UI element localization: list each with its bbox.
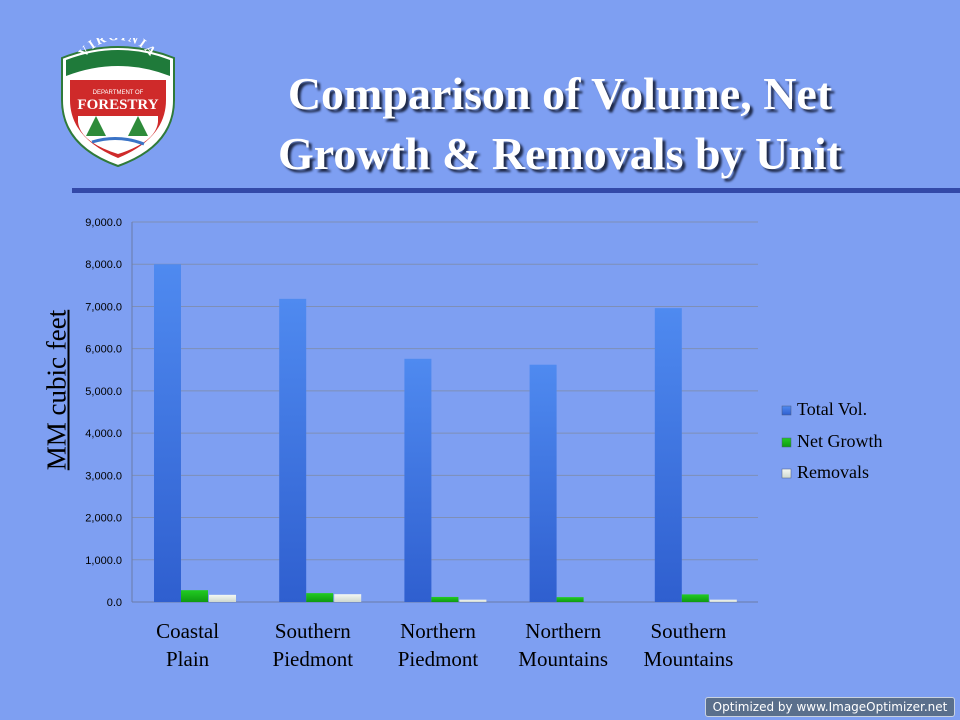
x-category-label: Southern — [650, 619, 726, 643]
bar-total-vol-4 — [654, 308, 682, 602]
bar-total-vol-1 — [279, 298, 307, 602]
y-tick-label: 6,000.0 — [85, 344, 122, 356]
y-tick-label: 0.0 — [107, 597, 122, 609]
x-category-label: Southern — [275, 619, 351, 643]
legend-swatch — [781, 405, 792, 416]
y-tick-label: 3,000.0 — [85, 470, 122, 482]
logo-main-text: FORESTRY — [77, 97, 158, 113]
logo-mid-text: DEPARTMENT OF — [93, 90, 144, 96]
title-line-2: Growth & Removals by Unit — [278, 128, 842, 179]
bar-net-growth-1 — [306, 593, 334, 602]
bar-total-vol-2 — [404, 358, 432, 602]
x-category-label: Coastal — [156, 619, 219, 643]
x-category-label: Mountains — [643, 647, 733, 671]
x-category-label: Mountains — [518, 647, 608, 671]
bar-net-growth-2 — [431, 596, 459, 602]
y-tick-label: 7,000.0 — [85, 301, 122, 313]
legend-label: Net Growth — [797, 431, 882, 451]
bar-removals-4 — [709, 599, 737, 602]
y-tick-label: 9,000.0 — [85, 217, 122, 229]
x-category-label: Northern — [525, 619, 601, 643]
slide-title: Comparison of Volume, Net Growth & Remov… — [200, 64, 920, 184]
bar-net-growth-4 — [681, 594, 709, 602]
x-category-label: Piedmont — [398, 647, 479, 671]
bar-removals-1 — [334, 594, 362, 602]
legend-swatch — [781, 468, 792, 479]
legend-swatch — [781, 437, 792, 448]
bar-net-growth-0 — [181, 590, 208, 602]
y-tick-label: 4,000.0 — [85, 428, 122, 440]
bar-removals-2 — [459, 599, 487, 602]
y-tick-label: 1,000.0 — [85, 555, 122, 567]
x-category-label: Northern — [400, 619, 476, 643]
x-category-label: Plain — [166, 647, 210, 671]
watermark: Optimized by www.ImageOptimizer.net — [705, 697, 955, 717]
bar-removals-0 — [209, 594, 236, 602]
title-line-1: Comparison of Volume, Net — [287, 68, 833, 119]
y-tick-label: 2,000.0 — [85, 513, 122, 525]
bar-total-vol-3 — [529, 364, 557, 602]
bar-total-vol-0 — [154, 264, 181, 602]
y-tick-label: 8,000.0 — [85, 259, 122, 271]
legend-label: Total Vol. — [797, 399, 867, 419]
title-divider — [72, 188, 960, 193]
legend-label: Removals — [797, 462, 869, 482]
x-category-label: Piedmont — [273, 647, 354, 671]
bar-net-growth-3 — [556, 597, 584, 602]
forestry-logo: VIRGINIA DEPARTMENT OF FORESTRY — [61, 38, 175, 168]
y-tick-label: 5,000.0 — [85, 386, 122, 398]
